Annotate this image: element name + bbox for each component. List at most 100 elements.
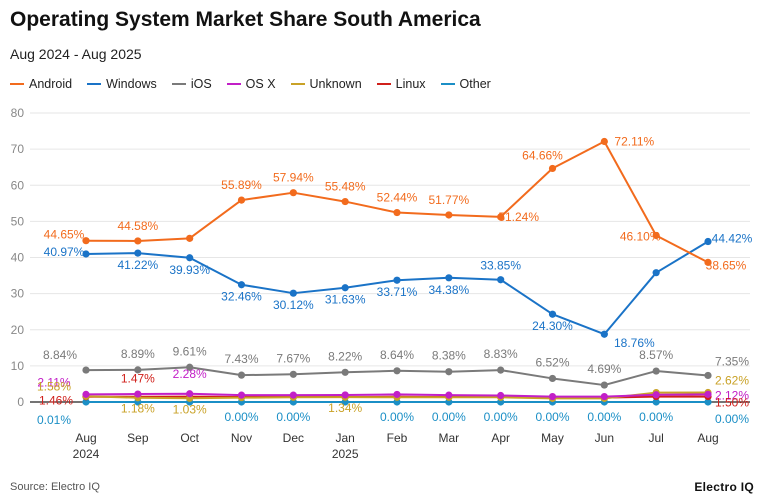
data-point-ios	[186, 363, 194, 371]
data-point-android	[237, 196, 246, 204]
data-point-android	[600, 137, 608, 146]
y-tick-label: 40	[11, 251, 25, 265]
data-point-ios	[497, 366, 505, 374]
data-label-other: 0.00%	[715, 412, 749, 426]
data-label-ios: 8.83%	[484, 347, 518, 361]
data-label-android: 51.77%	[428, 193, 469, 207]
data-label-other: 0.00%	[639, 410, 673, 424]
data-point-android	[445, 211, 453, 219]
x-tick-label: May	[541, 431, 564, 445]
data-label-android: 44.58%	[117, 219, 158, 233]
chart-subtitle: Aug 2024 - Aug 2025	[10, 46, 142, 62]
data-label-android: 55.48%	[325, 180, 366, 194]
data-point-other	[82, 398, 90, 406]
data-label-ios: 8.64%	[380, 348, 414, 362]
data-label-ios: 8.38%	[432, 349, 466, 363]
data-point-ios	[82, 366, 90, 374]
data-point-windows	[652, 269, 660, 277]
data-point-windows	[497, 276, 505, 284]
legend-swatch	[87, 83, 102, 85]
data-point-android	[341, 197, 349, 206]
data-label-other: 0.00%	[224, 410, 258, 424]
data-label-ios: 7.35%	[715, 354, 749, 368]
data-point-os-x	[341, 391, 349, 399]
x-tick-label: Aug	[75, 431, 96, 445]
data-label-other: 0.00%	[484, 410, 518, 424]
data-label-windows: 31.63%	[325, 293, 366, 307]
legend-label: Other	[459, 77, 491, 91]
y-tick-label: 60	[11, 178, 25, 192]
data-label-unknown: 1.34%	[328, 401, 362, 415]
data-point-os-x	[186, 390, 194, 398]
data-point-os-x	[289, 391, 297, 399]
legend-swatch	[171, 83, 186, 85]
data-label-other: 0.00%	[535, 410, 569, 424]
x-tick-label: Feb	[387, 431, 408, 445]
data-point-other	[704, 398, 712, 406]
y-tick-label: 0	[17, 395, 24, 409]
legend-label: Unknown	[309, 77, 362, 91]
data-point-ios	[600, 381, 608, 389]
data-point-windows	[341, 284, 349, 292]
legend-item-android: Android	[10, 77, 72, 91]
data-label-android: 52.44%	[377, 191, 418, 205]
source-note: Source: Electro IQ	[10, 481, 100, 493]
data-point-os-x	[393, 390, 401, 399]
data-label-windows: 39.93%	[169, 263, 210, 277]
y-tick-label: 30	[11, 287, 25, 301]
data-point-os-x	[445, 391, 453, 399]
data-point-windows	[445, 274, 453, 282]
data-point-android	[82, 237, 90, 245]
legend-label: Linux	[395, 77, 426, 91]
legend-label: OS X	[245, 77, 276, 91]
data-point-windows	[393, 276, 401, 284]
data-label-ios: 8.89%	[121, 347, 155, 361]
data-label-android: 55.89%	[221, 178, 262, 192]
data-point-ios	[652, 367, 660, 375]
data-label-os-x: 2.28%	[173, 367, 207, 381]
legend-swatch	[290, 83, 305, 85]
data-label-android: 57.94%	[273, 171, 314, 185]
data-point-ios	[393, 367, 401, 375]
data-label-other: 0.00%	[587, 410, 621, 424]
data-point-windows	[134, 249, 142, 257]
legend-item-other: Other	[440, 77, 491, 91]
legend-label: Windows	[106, 77, 157, 91]
y-tick-label: 20	[11, 323, 25, 337]
data-label-ios: 9.61%	[173, 344, 207, 358]
x-tick-label: Jul	[648, 431, 663, 445]
data-point-android	[704, 258, 712, 266]
data-point-windows	[548, 310, 557, 318]
data-point-os-x	[652, 391, 660, 399]
data-label-android: 44.65%	[44, 228, 85, 242]
data-point-android	[393, 208, 401, 217]
data-label-ios: 6.52%	[535, 355, 569, 369]
y-tick-label: 70	[11, 142, 25, 156]
x-tick-label: Dec	[283, 431, 304, 445]
legend-item-os-x: OS X	[226, 77, 276, 91]
data-label-windows: 41.22%	[117, 258, 158, 272]
data-point-android	[497, 213, 505, 221]
chart-legend: Android Windows iOS OS X Unknown Linux Other	[10, 77, 506, 91]
data-label-android: 46.10%	[620, 229, 661, 243]
x-tick-label: Nov	[231, 431, 252, 445]
data-label-android: 51.24%	[498, 210, 539, 224]
legend-label: iOS	[190, 77, 212, 91]
chart-title: Operating System Market Share South Amer…	[10, 8, 481, 31]
data-point-windows	[186, 254, 194, 262]
data-label-linux: 1.46%	[39, 394, 73, 408]
data-point-windows	[600, 330, 608, 338]
data-label-unknown: 1.58%	[37, 379, 71, 393]
x-tick-label: Sep	[127, 431, 149, 445]
data-point-os-x	[134, 390, 142, 398]
data-label-windows: 24.30%	[532, 319, 573, 333]
data-label-windows: 34.38%	[428, 283, 469, 297]
data-label-windows: 44.42%	[712, 232, 753, 246]
data-point-windows	[704, 237, 712, 246]
data-label-ios: 7.43%	[224, 352, 258, 366]
legend-swatch	[440, 83, 455, 85]
data-point-os-x	[497, 391, 505, 400]
data-point-ios	[704, 371, 712, 380]
legend-item-unknown: Unknown	[290, 77, 362, 91]
